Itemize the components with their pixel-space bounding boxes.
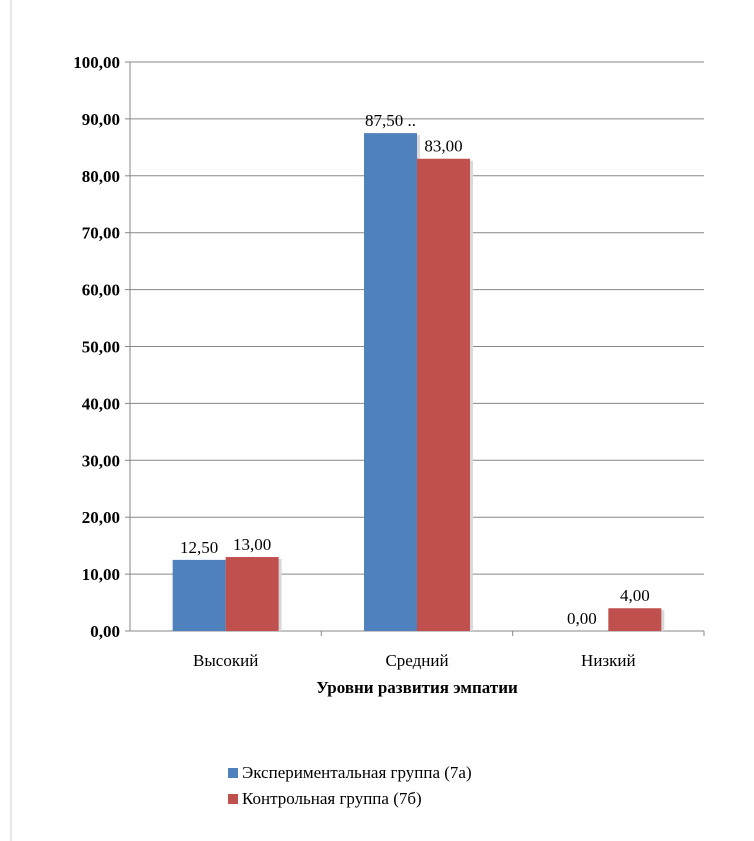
legend: Экспериментальная группа (7а) Контрольная… xyxy=(228,760,472,812)
bar xyxy=(225,557,279,631)
bar xyxy=(417,158,470,632)
data-label: 87,50 .. xyxy=(365,111,416,130)
category-label: Средний xyxy=(385,651,448,670)
y-tick-label: 90,00 xyxy=(82,110,120,129)
bar xyxy=(608,608,662,631)
data-label: 12,50 xyxy=(180,538,218,557)
data-label: 4,00 xyxy=(620,586,650,605)
data-label: 0,00 xyxy=(567,609,597,628)
category-label: Высокий xyxy=(193,651,258,670)
legend-item: Контрольная группа (7б) xyxy=(228,786,472,812)
data-label: 13,00 xyxy=(233,535,271,554)
bar-chart: 0,00 10,00 20,00 30,00 40,00 50,00 60,00 70,00 8… xyxy=(10,0,705,841)
legend-swatch xyxy=(228,768,238,778)
y-tick-label: 20,00 xyxy=(82,508,120,527)
bar xyxy=(172,559,226,631)
bar xyxy=(364,133,417,631)
data-label: 83,00 xyxy=(424,137,462,156)
y-tick-label: 10,00 xyxy=(82,565,120,584)
y-tick-label: 70,00 xyxy=(82,224,120,243)
y-tick-label: 40,00 xyxy=(82,394,120,413)
x-axis-title: Уровни развития эмпатии xyxy=(316,678,518,697)
y-tick-label: 80,00 xyxy=(82,167,120,186)
chart-frame: 0,00 10,00 20,00 30,00 40,00 50,00 60,00 70,00 8… xyxy=(10,0,754,841)
y-tick-label: 0,00 xyxy=(90,622,120,641)
y-tick-label: 100,00 xyxy=(73,53,120,72)
legend-item: Экспериментальная группа (7а) xyxy=(228,760,472,786)
legend-label: Контрольная группа (7б) xyxy=(242,789,422,808)
category-label: Низкий xyxy=(581,651,636,670)
legend-label: Экспериментальная группа (7а) xyxy=(242,763,472,782)
y-tick-label: 30,00 xyxy=(82,451,120,470)
y-tick-label: 60,00 xyxy=(82,281,120,300)
y-tick-label: 50,00 xyxy=(82,338,120,357)
legend-swatch xyxy=(228,794,238,804)
